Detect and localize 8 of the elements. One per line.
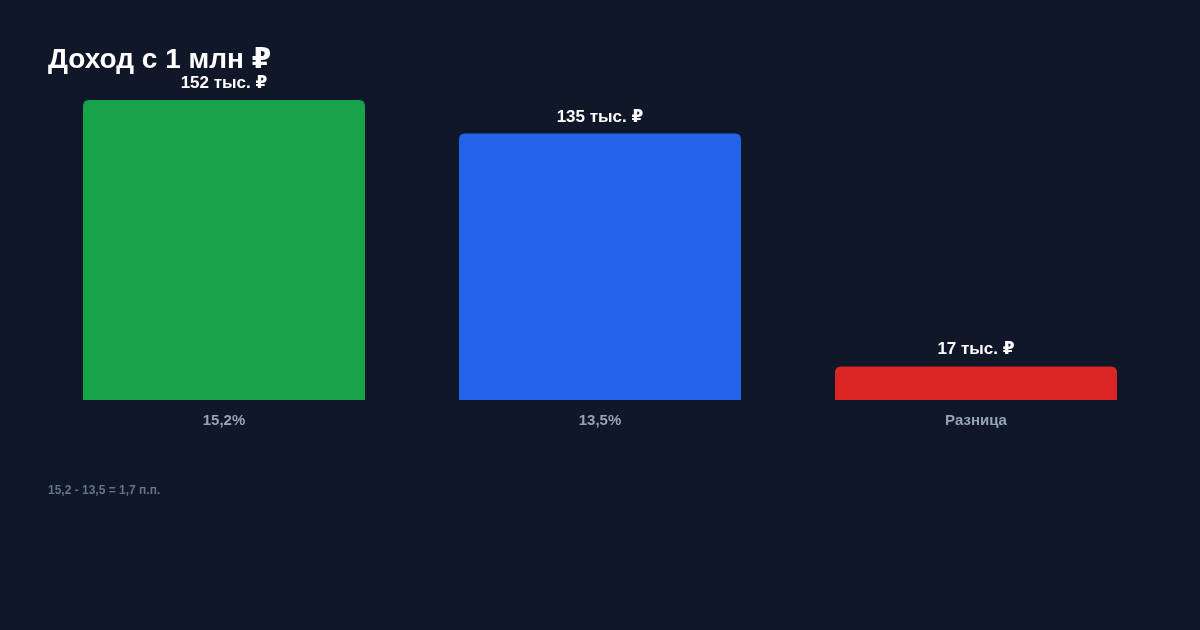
data-label: 17 тыс. ₽ [937, 339, 1015, 359]
data-label: 135 тыс. ₽ [556, 106, 644, 126]
x-tick-label: Разница [945, 410, 1008, 428]
chart-title: Доход с 1 млн ₽ [48, 43, 272, 74]
data-label: 152 тыс. ₽ [180, 73, 268, 92]
x-tick-label: 13,5% [578, 410, 622, 428]
text: 15,2 - 13,5 = 1,7 п.п. [48, 483, 161, 497]
x-tick-label: 15,2% [202, 410, 246, 428]
